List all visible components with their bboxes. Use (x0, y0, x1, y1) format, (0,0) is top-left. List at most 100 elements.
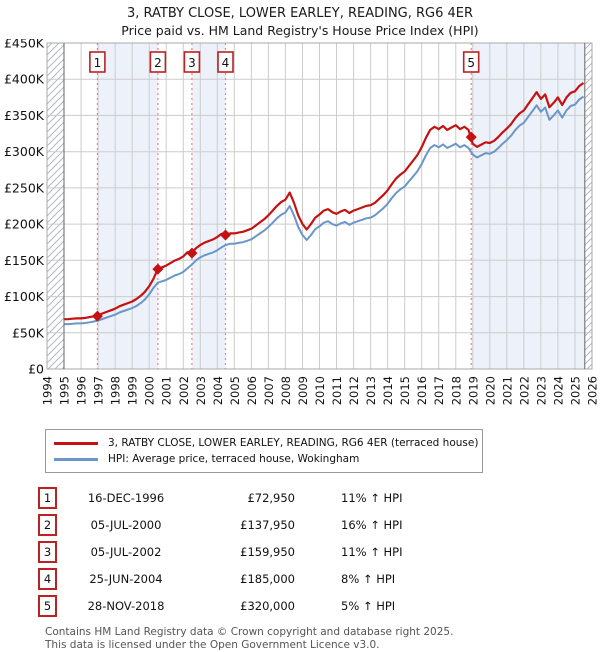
transaction-price: £185,000 (240, 571, 295, 586)
svg-text:2007: 2007 (262, 376, 276, 405)
svg-text:£250K: £250K (4, 181, 45, 196)
transactions-table: 1 16-DEC-1996 £72,950 11% ↑ HPI 2 05-JUL-2000… (38, 484, 600, 619)
svg-text:£100K: £100K (4, 289, 45, 304)
svg-text:2011: 2011 (330, 376, 344, 405)
y-axis-labels: £450K £400K £350K £300K £250K £200K £150K £100K… (4, 36, 45, 377)
transaction-date: 05-JUL-2000 (90, 517, 162, 532)
svg-text:1999: 1999 (126, 376, 140, 405)
price-chart: 1 2 3 4 5 £450K £400K £350K £300K £250K £200K £150K… (0, 36, 600, 428)
footer-copyright-line2: This data is licensed under the Open Gov… (45, 639, 380, 652)
svg-text:1998: 1998 (109, 376, 123, 405)
transaction-number-badge: 3 (38, 540, 57, 563)
svg-text:£350K: £350K (4, 108, 45, 123)
svg-text:£400K: £400K (4, 72, 45, 87)
transaction-hpi-diff: 11% ↑ HPI (341, 490, 403, 505)
svg-text:1: 1 (94, 56, 102, 70)
svg-text:2010: 2010 (313, 376, 327, 405)
transaction-price: £72,950 (247, 490, 295, 505)
sale-marker-5 (465, 131, 477, 143)
page-subtitle: Price paid vs. HM Land Registry's House … (121, 22, 479, 38)
legend-hpi-label: HPI: Average price, terraced house, Woki… (108, 453, 360, 466)
sale-marker-3 (186, 247, 198, 259)
sale-marker-4 (219, 229, 231, 241)
svg-text:2006: 2006 (245, 376, 259, 405)
sale-badge-3 (183, 51, 201, 73)
transaction-date: 25-JUN-2004 (89, 571, 163, 586)
svg-text:£450K: £450K (4, 39, 45, 51)
transaction-hpi-diff: 5% ↑ HPI (341, 598, 396, 613)
transaction-row: 1 16-DEC-1996 £72,950 11% ↑ HPI (38, 484, 600, 511)
svg-text:2020: 2020 (483, 376, 497, 405)
svg-text:2012: 2012 (347, 376, 361, 405)
svg-text:2021: 2021 (500, 376, 514, 405)
transaction-hpi-diff: 16% ↑ HPI (341, 517, 403, 532)
svg-text:2023: 2023 (534, 376, 548, 405)
ownership-band (191, 43, 226, 370)
svg-text:2016: 2016 (415, 376, 429, 405)
sale-badge-5 (462, 51, 480, 73)
sale-badge-2 (149, 51, 167, 73)
svg-text:1994: 1994 (41, 376, 55, 405)
svg-text:2004: 2004 (211, 376, 225, 405)
svg-text:£50K: £50K (12, 325, 45, 340)
transaction-price: £320,000 (240, 598, 295, 613)
svg-text:2026: 2026 (586, 376, 600, 405)
svg-text:3: 3 (188, 56, 196, 70)
sale-badge-1 (89, 51, 106, 73)
svg-text:2: 2 (154, 56, 162, 70)
svg-text:2018: 2018 (449, 376, 463, 405)
transaction-row: 4 25-JUN-2004 £185,000 8% ↑ HPI (38, 565, 600, 592)
property-price-line (64, 82, 585, 321)
no-data-hatch-right (584, 43, 592, 370)
svg-text:2019: 2019 (466, 376, 480, 405)
svg-text:2002: 2002 (177, 376, 191, 405)
legend-property-label: 3, RATBY CLOSE, LOWER EARLEY, READING, R… (108, 437, 479, 450)
transaction-price: £159,950 (240, 544, 295, 559)
transaction-number-badge: 2 (38, 513, 57, 536)
hpi-line (64, 95, 585, 326)
svg-text:2009: 2009 (296, 376, 310, 405)
grid (46, 42, 593, 370)
svg-text:2013: 2013 (364, 376, 378, 405)
svg-text:1995: 1995 (58, 376, 72, 405)
svg-text:2000: 2000 (143, 376, 157, 405)
transaction-hpi-diff: 8% ↑ HPI (341, 571, 396, 586)
svg-text:2025: 2025 (569, 376, 583, 405)
sale-marker-1 (91, 310, 103, 322)
svg-text:2024: 2024 (551, 376, 565, 405)
svg-text:£0: £0 (28, 362, 44, 377)
transaction-number-badge: 5 (38, 594, 57, 617)
svg-text:2003: 2003 (194, 376, 208, 405)
legend-item-property: 3, RATBY CLOSE, LOWER EARLEY, READING, R… (54, 435, 478, 451)
ownership-band (471, 43, 585, 370)
transaction-date: 05-JUL-2002 (90, 544, 162, 559)
svg-text:2015: 2015 (398, 376, 412, 405)
transaction-date: 28-NOV-2018 (87, 598, 165, 613)
transaction-number-badge: 4 (38, 567, 57, 590)
sale-marker-2 (152, 263, 164, 275)
svg-text:2001: 2001 (160, 376, 174, 405)
transaction-row: 2 05-JUL-2000 £137,950 16% ↑ HPI (38, 511, 600, 538)
svg-text:2022: 2022 (517, 376, 531, 405)
hpi-line-swatch (54, 457, 98, 461)
svg-text:1996: 1996 (75, 376, 89, 405)
transaction-hpi-diff: 11% ↑ HPI (341, 544, 403, 559)
svg-text:2017: 2017 (432, 376, 446, 405)
svg-text:£150K: £150K (4, 253, 45, 268)
footer-copyright: Contains HM Land Registry data © Crown c… (45, 626, 600, 652)
transaction-row: 3 05-JUL-2002 £159,950 11% ↑ HPI (38, 538, 600, 565)
chart-header: 3, RATBY CLOSE, LOWER EARLEY, READING, R… (0, 0, 600, 39)
svg-text:£300K: £300K (4, 144, 45, 159)
svg-text:2005: 2005 (228, 376, 242, 405)
svg-text:£200K: £200K (4, 217, 45, 232)
footer-copyright-line1: Contains HM Land Registry data © Crown c… (45, 626, 454, 639)
svg-text:2014: 2014 (381, 376, 395, 405)
sale-badge-4 (217, 51, 234, 73)
property-line-swatch (54, 441, 98, 445)
no-data-hatch-left (47, 43, 64, 370)
svg-text:4: 4 (222, 56, 230, 70)
svg-text:2008: 2008 (279, 376, 293, 405)
ownership-band (97, 43, 158, 370)
transaction-date: 16-DEC-1996 (87, 490, 165, 505)
transaction-number-badge: 1 (38, 486, 57, 509)
